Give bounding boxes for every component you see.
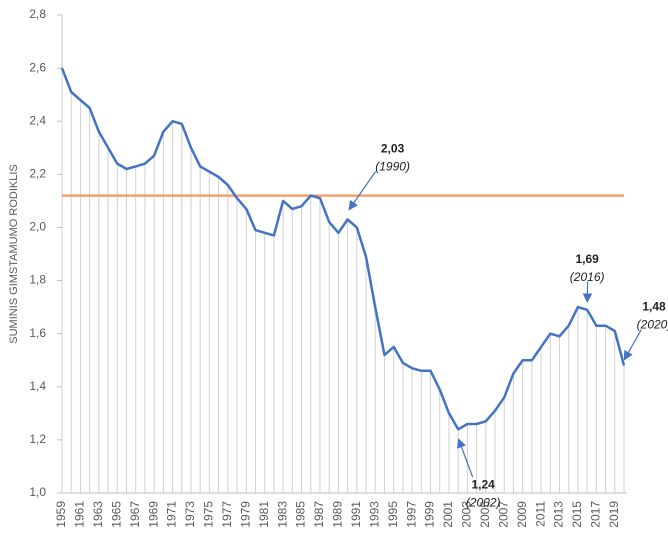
annotation-year: (2016) [570, 270, 605, 284]
x-tick-label: 1969 [146, 501, 160, 528]
x-tick-label: 2005 [478, 501, 492, 528]
y-tick-label: 1,8 [29, 273, 46, 287]
x-tick-label: 1979 [238, 501, 252, 528]
series-line [60, 67, 626, 431]
x-tick-label: 1991 [349, 501, 363, 528]
x-tick-label: 2009 [515, 501, 529, 528]
y-tick-label: 1,6 [29, 326, 46, 340]
x-tick-label: 1995 [386, 501, 400, 528]
y-tick-label: 1,4 [29, 379, 46, 393]
x-tick-label: 1967 [128, 501, 142, 528]
x-tick-label: 2011 [533, 501, 547, 527]
x-tick-label: 1983 [275, 501, 289, 528]
x-tick-label: 1971 [165, 501, 179, 528]
x-tick-label: 2001 [441, 501, 455, 528]
x-tick-label: 1987 [312, 501, 326, 528]
annotation-value: 2,03 [381, 142, 405, 156]
x-tick-label: 1997 [404, 501, 418, 528]
x-tick-label: 1961 [73, 501, 87, 528]
x-tick-label: 2007 [496, 501, 510, 528]
x-tick-label: 1981 [257, 501, 271, 528]
x-tick-label: 1999 [423, 501, 437, 528]
annotation-year: (2020) [637, 318, 668, 332]
annotation-arrow [623, 329, 642, 361]
y-tick-label: 2,8 [29, 7, 46, 21]
y-axis-label: SUMINIS GIMSTAMUMO RODIKLIS [8, 164, 20, 343]
y-tick-label: 1,0 [29, 485, 46, 499]
y-tick-label: 2,6 [29, 60, 46, 74]
x-tick-label: 1977 [220, 501, 234, 528]
annotation-value: 1,24 [471, 477, 495, 491]
annotation-year: (2002) [466, 495, 501, 509]
y-tick-label: 2,0 [29, 220, 46, 234]
x-tick-label: 2017 [589, 501, 603, 528]
x-tick-label: 1959 [54, 501, 68, 528]
x-tick-label: 2015 [570, 501, 584, 528]
x-tick-label: 1963 [91, 501, 105, 528]
y-tick-label: 2,2 [29, 167, 46, 181]
x-tick-label: 1975 [202, 501, 216, 528]
x-tick-label: 1985 [294, 501, 308, 528]
x-tick-label: 2003 [460, 501, 474, 528]
x-tick-label: 1989 [331, 501, 345, 528]
x-tick-label: 2019 [607, 501, 621, 528]
annotation-value: 1,48 [642, 300, 666, 314]
x-tick-label: 1965 [109, 501, 123, 528]
y-tick-label: 1,2 [29, 432, 46, 446]
annotation-arrow [348, 171, 377, 211]
annotation-value: 1,69 [575, 252, 599, 266]
annotation-arrow [456, 438, 474, 478]
x-tick-label: 2013 [552, 501, 566, 528]
y-tick-label: 2,4 [29, 113, 46, 127]
annotation-year: (1990) [375, 160, 410, 174]
x-tick-label: 1973 [183, 501, 197, 528]
x-tick-label: 1993 [367, 501, 381, 528]
